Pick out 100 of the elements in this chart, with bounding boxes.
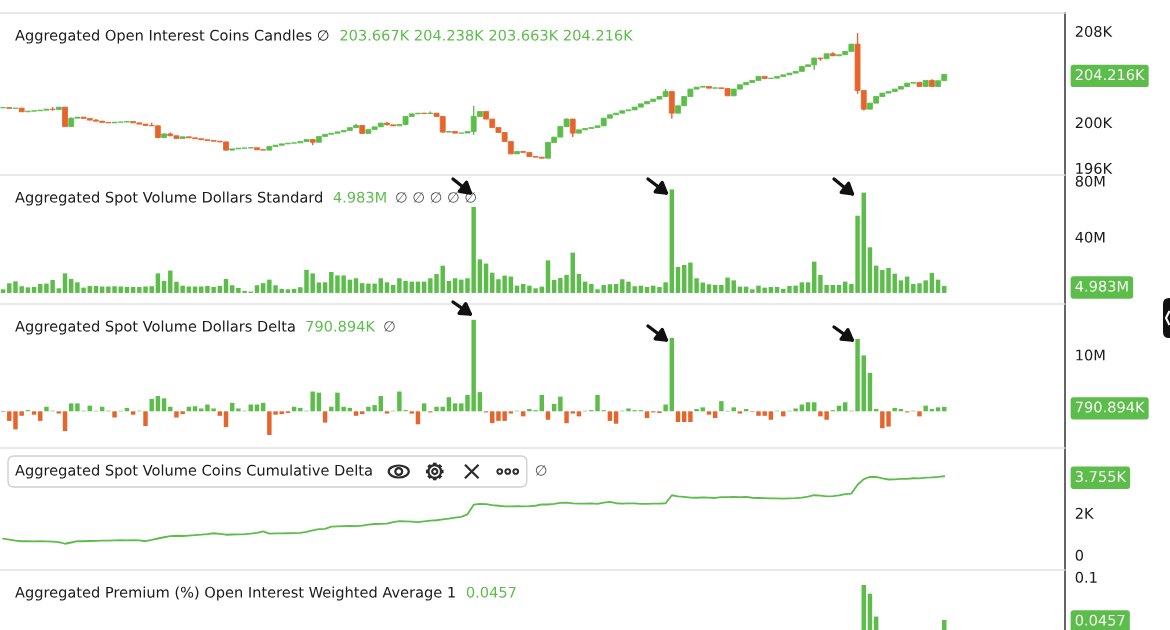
bar [793, 408, 798, 412]
bar [731, 280, 736, 293]
candlestick [668, 90, 675, 120]
bar [322, 282, 328, 293]
y-tick-label: 208K [1075, 25, 1113, 37]
bar [551, 279, 557, 293]
bar [681, 264, 687, 293]
bar [490, 411, 495, 424]
bar [279, 411, 284, 415]
bar [929, 272, 935, 293]
candlestick [452, 131, 458, 134]
text: 4.983M [333, 191, 386, 203]
text: Aggregated Spot Volume Dollars Standard [15, 191, 323, 206]
bar [917, 411, 922, 417]
candlestick [55, 106, 62, 111]
bar [384, 411, 390, 414]
text: Aggregated Spot Volume Dollars Delta [15, 320, 295, 335]
bar [452, 278, 458, 293]
bar [712, 411, 718, 419]
bar [421, 403, 427, 412]
bar [62, 411, 68, 432]
bar [613, 411, 619, 424]
bar [644, 411, 650, 419]
bar [143, 411, 148, 426]
bar [25, 287, 31, 293]
candlestick [569, 118, 576, 138]
bar [130, 411, 136, 415]
bar [842, 402, 848, 412]
bar [310, 391, 315, 412]
bar [56, 411, 62, 414]
bar [378, 278, 384, 293]
bar [223, 411, 229, 428]
bar [706, 284, 712, 293]
bar [812, 402, 817, 412]
bar [737, 411, 743, 414]
bar [68, 278, 74, 293]
bar [0, 289, 6, 293]
y-tick-label: 204.216K [1075, 69, 1145, 81]
bar [112, 411, 117, 418]
bar [520, 283, 526, 293]
bar [31, 411, 37, 415]
bar [706, 411, 712, 415]
text: 0.0457 [466, 586, 516, 598]
candlestick [179, 136, 186, 139]
bar [545, 411, 551, 420]
bar [87, 285, 93, 293]
bar [898, 280, 904, 293]
bar [564, 411, 569, 424]
bar [607, 284, 613, 293]
bar [805, 402, 811, 412]
bar [675, 411, 681, 423]
candlestick [62, 106, 68, 127]
bar [217, 285, 223, 293]
bar [353, 411, 359, 416]
bar [149, 398, 154, 412]
bar [409, 411, 414, 414]
annotation: ∅ [384, 321, 395, 332]
candlestick [922, 80, 929, 87]
bar [867, 247, 873, 293]
y-tick-label: 196K [1076, 162, 1113, 174]
bar [75, 403, 80, 412]
bar [359, 411, 365, 415]
bar [199, 408, 204, 412]
bar [38, 411, 43, 421]
bar [613, 283, 619, 293]
bar [68, 403, 74, 412]
y-tick-label: 0 [1075, 549, 1084, 561]
y-tick-label: 40M [1075, 231, 1105, 243]
candlestick [916, 82, 923, 87]
bar [688, 411, 693, 423]
text: Aggregated Open Interest Coins Candles ∅ [15, 29, 329, 44]
bar [384, 282, 390, 293]
bar [415, 411, 421, 425]
y-tick-label: 80M [1075, 175, 1105, 187]
y-tick-label: 2K [1075, 507, 1094, 519]
bar [359, 283, 365, 293]
bar [285, 289, 291, 293]
bar [892, 407, 897, 412]
bar [545, 260, 551, 293]
bar [477, 259, 483, 293]
bar [719, 401, 724, 412]
y-tick-label: 10M [1076, 349, 1105, 361]
bar [942, 285, 947, 293]
bar [768, 411, 774, 420]
bar [799, 282, 805, 293]
bar [923, 405, 928, 412]
bar [161, 398, 167, 412]
bar [322, 411, 328, 423]
bar [694, 409, 699, 412]
bar [675, 266, 681, 293]
y-tick-label: 3.755K [1075, 470, 1127, 482]
bar [452, 403, 458, 412]
bar [155, 273, 161, 293]
candlestick [514, 151, 520, 155]
bar [663, 404, 668, 412]
bar [508, 411, 514, 414]
text: 790.894K [306, 320, 376, 332]
bar [62, 273, 68, 293]
candlestick [706, 86, 712, 89]
y-tick-label: 200K [1075, 117, 1113, 129]
